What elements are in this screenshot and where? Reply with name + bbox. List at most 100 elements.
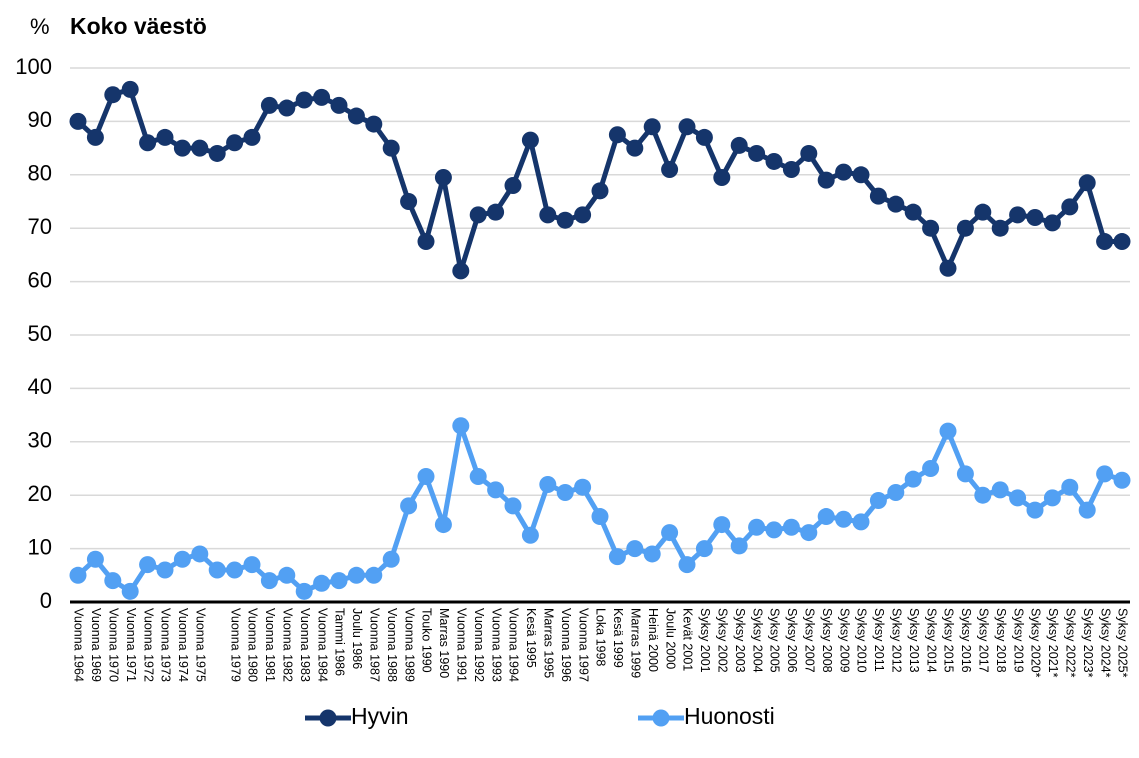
data-point <box>835 163 853 181</box>
y-tick-label: 70 <box>28 214 52 239</box>
data-point <box>835 510 853 528</box>
x-tick-label: Loka 1998 <box>594 608 608 666</box>
x-tick-label: Syksy 2007 <box>803 608 817 673</box>
x-tick-label: Syksy 2010 <box>855 608 869 673</box>
data-point <box>330 96 348 114</box>
x-tick-label: Tammi 1986 <box>333 608 347 676</box>
data-point <box>748 144 766 162</box>
x-tick-label: Syksy 2020* <box>1029 608 1043 678</box>
data-point <box>1061 478 1079 496</box>
data-point <box>521 131 539 149</box>
data-point <box>730 136 748 154</box>
data-point <box>313 574 331 592</box>
data-point <box>574 206 592 224</box>
data-point <box>504 497 522 515</box>
data-point <box>974 203 992 221</box>
data-point <box>748 518 766 536</box>
x-tick-label: Vuonna 1993 <box>489 608 503 682</box>
data-point <box>382 139 400 157</box>
data-point <box>1113 471 1131 489</box>
data-point <box>1009 206 1027 224</box>
data-point <box>695 540 713 558</box>
data-point <box>904 203 922 221</box>
data-point <box>139 556 157 574</box>
y-tick-label: 50 <box>28 321 52 346</box>
data-point <box>1096 465 1114 483</box>
data-point <box>1026 501 1044 519</box>
x-tick-label: Syksy 2014 <box>924 608 938 673</box>
data-point <box>539 476 557 494</box>
x-tick-label: Marras 1999 <box>629 608 643 678</box>
data-point <box>400 497 418 515</box>
x-tick-label: Kesä 1999 <box>611 608 625 668</box>
x-tick-label: Syksy 2019 <box>1011 608 1025 673</box>
x-tick-label: Kesä 1995 <box>524 608 538 668</box>
data-point <box>469 468 487 486</box>
x-tick-label: Vuonna 1970 <box>107 608 121 682</box>
y-tick-label: 0 <box>40 588 52 613</box>
x-tick-label: Syksy 2023* <box>1081 608 1095 678</box>
x-tick-label: Vuonna 1997 <box>576 608 590 682</box>
data-point <box>469 206 487 224</box>
data-point <box>956 219 974 237</box>
data-point <box>156 561 174 579</box>
x-tick-label: Vuonna 1988 <box>385 608 399 682</box>
data-point <box>869 492 887 510</box>
data-point <box>1026 209 1044 227</box>
x-tick-label: Vuonna 1992 <box>472 608 486 682</box>
data-point <box>208 561 226 579</box>
x-tick-label: Syksy 2002 <box>716 608 730 673</box>
data-point <box>156 128 174 146</box>
data-point <box>347 566 365 584</box>
x-tick-label: Syksy 2015 <box>942 608 956 673</box>
x-tick-label: Syksy 2018 <box>994 608 1008 673</box>
data-point <box>1061 198 1079 216</box>
data-point <box>434 516 452 534</box>
x-tick-label: Kevät 2001 <box>681 608 695 671</box>
data-point <box>887 195 905 213</box>
data-point <box>243 128 261 146</box>
data-point <box>521 526 539 544</box>
data-point <box>591 508 609 526</box>
x-tick-label: Syksy 2003 <box>733 608 747 673</box>
data-point <box>121 582 139 600</box>
data-point <box>173 550 191 568</box>
data-point <box>1009 489 1027 507</box>
data-point <box>452 417 470 435</box>
data-point <box>887 484 905 502</box>
x-tick-label: Marras 1990 <box>437 608 451 678</box>
data-point <box>191 545 209 563</box>
data-point <box>556 211 574 229</box>
data-point <box>904 470 922 488</box>
data-point <box>104 86 122 104</box>
x-tick-label: Vuonna 1969 <box>89 608 103 682</box>
data-point <box>365 115 383 133</box>
data-point <box>956 465 974 483</box>
data-point <box>121 80 139 98</box>
x-tick-label: Syksy 2021* <box>1046 608 1060 678</box>
data-point <box>278 566 296 584</box>
data-point <box>69 112 87 130</box>
y-tick-label: 30 <box>28 428 52 453</box>
data-point <box>574 478 592 496</box>
data-point <box>86 550 104 568</box>
data-point <box>800 524 818 542</box>
data-point <box>452 262 470 280</box>
x-tick-label: Vuonna 1981 <box>263 608 277 682</box>
data-point <box>852 166 870 184</box>
x-tick-label: Vuonna 1979 <box>228 608 242 682</box>
x-tick-label: Syksy 2009 <box>837 608 851 673</box>
data-point <box>556 484 574 502</box>
data-point <box>922 460 940 477</box>
y-tick-label: 80 <box>28 161 52 186</box>
x-tick-label: Vuonna 1982 <box>281 608 295 682</box>
data-point <box>104 572 122 590</box>
data-point <box>678 556 696 574</box>
x-tick-label: Syksy 2024* <box>1098 608 1112 678</box>
data-point <box>730 537 748 555</box>
data-point <box>800 144 818 162</box>
x-tick-label: Syksy 2017 <box>977 608 991 673</box>
data-point <box>922 219 940 237</box>
data-point <box>974 486 992 504</box>
